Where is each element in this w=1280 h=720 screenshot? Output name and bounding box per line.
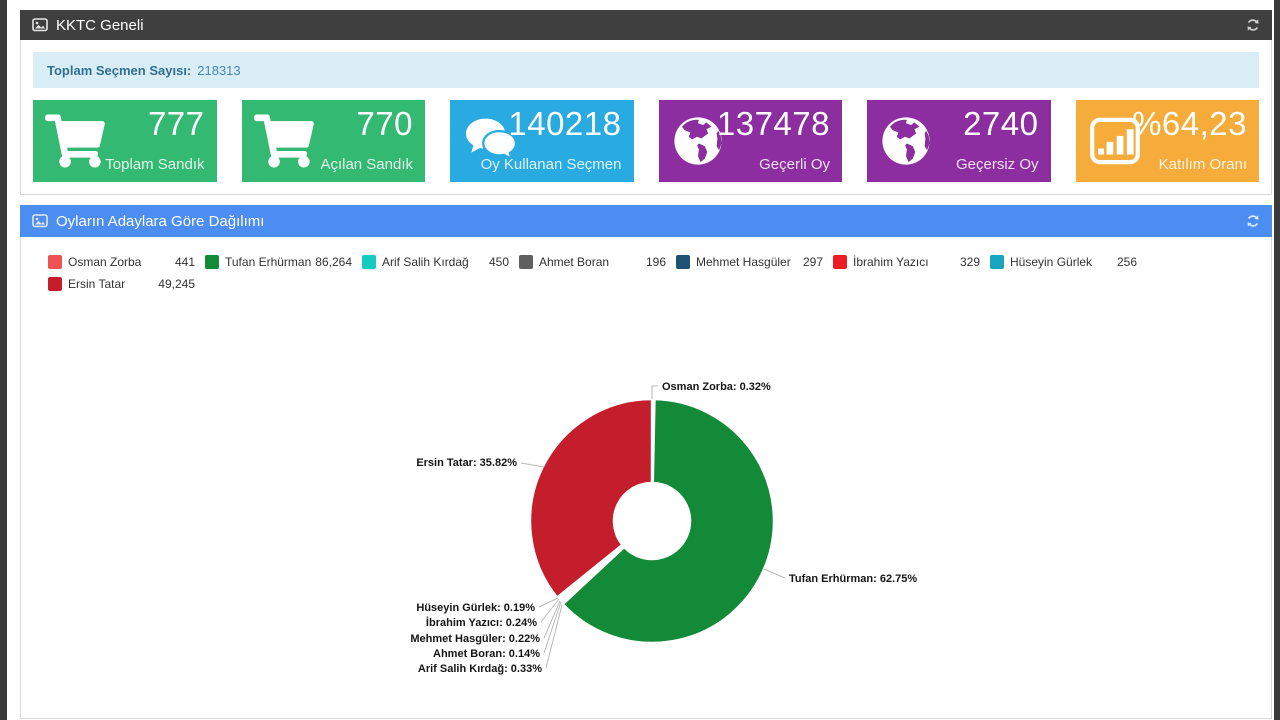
legend-swatch xyxy=(48,277,62,291)
legend-swatch xyxy=(205,255,219,269)
tile-value: 2740 xyxy=(963,105,1039,142)
tile-oy-kullanan: 140218 Oy Kullanan Seçmen xyxy=(450,100,634,182)
stat-tiles: 777 Toplam Sandık 770 Açılan Sandık 1402… xyxy=(33,100,1259,182)
pie-slice[interactable] xyxy=(528,397,654,599)
label-leader-line xyxy=(538,597,559,608)
legend-item[interactable]: Ahmet Boran 196 xyxy=(519,251,676,273)
tile-acilan-sandik: 770 Açılan Sandık xyxy=(241,100,425,182)
legend-swatch xyxy=(833,255,847,269)
label-leader-line xyxy=(545,604,563,669)
legend-swatch xyxy=(48,255,62,269)
total-voters-bar: Toplam Seçmen Sayısı: 218313 xyxy=(33,52,1259,88)
label-leader-line xyxy=(520,462,545,468)
pie-slice[interactable] xyxy=(561,397,776,645)
globe-icon xyxy=(879,114,933,168)
tile-label: Katılım Oranı xyxy=(1158,156,1247,173)
tile-toplam-sandik: 777 Toplam Sandık xyxy=(33,100,217,182)
legend-name: Ahmet Boran xyxy=(539,255,610,269)
image-icon xyxy=(32,214,48,228)
legend-swatch xyxy=(519,255,533,269)
legend-swatch xyxy=(362,255,376,269)
panel-title: Oyların Adaylara Göre Dağılımı xyxy=(56,212,265,230)
legend-name: Tufan Erhürman xyxy=(225,255,312,269)
legend-item[interactable]: Osman Zorba 441 xyxy=(48,251,205,273)
legend-value: 256 xyxy=(1116,255,1137,269)
tile-value: 770 xyxy=(356,105,413,142)
legend-value: 450 xyxy=(488,255,509,269)
legend-item[interactable]: İbrahim Yazıcı 329 xyxy=(833,251,990,273)
image-icon xyxy=(32,18,48,32)
tile-label: Oy Kullanan Seçmen xyxy=(480,156,622,173)
tile-katilim-orani: %64,23 Katılım Oranı xyxy=(1075,100,1259,182)
slice-label: Arif Salih Kırdağ: 0.33% xyxy=(418,663,542,675)
donut-chart[interactable]: Osman Zorba: 0.32% Tufan Erhürman: 62.75%… xyxy=(21,297,1271,719)
chart-panel-header: Oyların Adaylara Göre Dağılımı xyxy=(20,205,1272,237)
legend-value: 49,245 xyxy=(158,277,195,291)
legend-name: Mehmet Hasgüler xyxy=(696,255,791,269)
legend-item[interactable]: Hüseyin Gürlek 256 xyxy=(990,251,1147,273)
legend-value: 86,264 xyxy=(315,255,352,269)
tile-label: Açılan Sandık xyxy=(320,156,413,173)
legend-swatch xyxy=(990,255,1004,269)
tile-label: Toplam Sandık xyxy=(105,156,205,173)
refresh-icon[interactable] xyxy=(1246,214,1260,228)
legend-name: Ersin Tatar xyxy=(68,277,126,291)
tile-value: 137478 xyxy=(716,105,830,142)
globe-icon xyxy=(671,114,725,168)
label-leader-line xyxy=(540,598,560,623)
legend-value: 297 xyxy=(802,255,823,269)
legend-name: Arif Salih Kırdağ xyxy=(382,255,469,269)
tile-label: Geçersiz Oy xyxy=(955,156,1039,173)
cart-icon xyxy=(45,114,105,168)
legend-item[interactable]: Arif Salih Kırdağ 450 xyxy=(362,251,519,273)
summary-panel-header: KKTC Geneli xyxy=(20,10,1272,40)
slice-label: Mehmet Hasgüler: 0.22% xyxy=(410,633,540,645)
legend-item[interactable]: Mehmet Hasgüler 297 xyxy=(676,251,833,273)
chart-panel-body: Osman Zorba 441 Tufan Erhürman 86,264 Arif S… xyxy=(20,237,1272,719)
cart-icon xyxy=(253,114,314,168)
legend-item[interactable]: Tufan Erhürman 86,264 xyxy=(205,251,362,273)
total-voters-value: 218313 xyxy=(197,62,241,78)
chart-panel: Oyların Adaylara Göre Dağılımı Osman Zor… xyxy=(20,205,1272,719)
tile-gecersiz-oy: 2740 Geçersiz Oy xyxy=(867,100,1051,182)
legend-value: 196 xyxy=(645,255,666,269)
legend-value: 329 xyxy=(959,255,980,269)
label-leader-line xyxy=(651,385,658,399)
refresh-icon[interactable] xyxy=(1246,18,1260,32)
total-voters-label: Toplam Seçmen Sayısı: xyxy=(47,62,192,78)
right-edge-strip xyxy=(1274,0,1280,720)
summary-panel-body: Toplam Seçmen Sayısı: 218313 777 Toplam … xyxy=(20,40,1272,195)
slice-label: Ahmet Boran: 0.14% xyxy=(433,648,540,660)
legend-value: 441 xyxy=(174,255,195,269)
slice-label: Tufan Erhürman: 62.75% xyxy=(789,573,917,585)
panel-title: KKTC Geneli xyxy=(56,16,144,34)
bar-chart-icon xyxy=(1088,114,1142,168)
tile-value: 140218 xyxy=(508,105,622,142)
legend-swatch xyxy=(676,255,690,269)
legend-name: Osman Zorba xyxy=(68,255,142,269)
slice-label: İbrahim Yazıcı: 0.24% xyxy=(426,616,537,629)
label-leader-line xyxy=(543,601,562,654)
tile-value: 777 xyxy=(147,105,205,142)
legend-name: İbrahim Yazıcı xyxy=(853,255,929,269)
tile-gecerli-oy: 137478 Geçerli Oy xyxy=(658,100,842,182)
left-edge-strip xyxy=(0,0,7,720)
chart-legend: Osman Zorba 441 Tufan Erhürman 86,264 Arif S… xyxy=(21,237,1271,295)
slice-label: Osman Zorba: 0.32% xyxy=(662,381,771,393)
comments-icon xyxy=(462,116,520,166)
summary-panel: KKTC Geneli Toplam Seçmen Sayısı: 218313… xyxy=(20,10,1272,195)
slice-label: Hüseyin Gürlek: 0.19% xyxy=(416,602,535,614)
legend-item[interactable]: Ersin Tatar 49,245 xyxy=(48,273,205,295)
tile-label: Geçerli Oy xyxy=(759,156,830,173)
label-leader-line xyxy=(763,568,786,579)
legend-name: Hüseyin Gürlek xyxy=(1010,255,1093,269)
tile-value: %64,23 xyxy=(1132,105,1247,142)
label-leader-line xyxy=(543,600,561,639)
slice-label: Ersin Tatar: 35.82% xyxy=(416,457,517,469)
